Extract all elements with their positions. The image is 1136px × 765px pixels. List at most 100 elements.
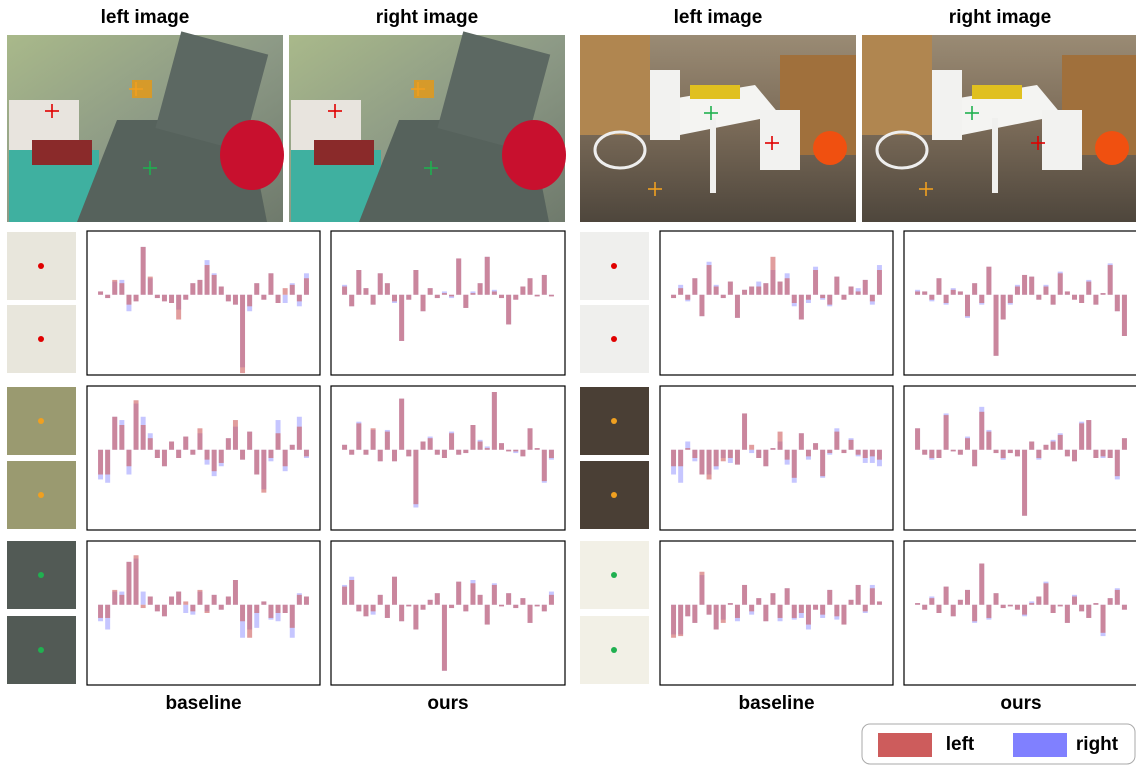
bar <box>513 294 519 300</box>
bar <box>240 294 246 374</box>
bar <box>484 256 490 295</box>
bar <box>692 449 698 458</box>
bar <box>791 604 797 618</box>
bar <box>356 604 362 612</box>
photo-part <box>359 120 549 222</box>
bar <box>491 291 497 295</box>
bar <box>449 433 455 450</box>
bar <box>734 604 740 618</box>
bar <box>993 449 999 454</box>
bar <box>685 448 691 450</box>
bar <box>218 604 224 610</box>
bar <box>140 425 146 450</box>
bar <box>449 294 455 297</box>
bar <box>499 604 504 607</box>
bar <box>190 283 196 295</box>
bar <box>105 604 111 618</box>
bar <box>972 604 978 622</box>
bar <box>965 438 970 450</box>
bar <box>820 294 826 299</box>
bar <box>713 604 719 630</box>
bar <box>119 425 125 450</box>
bar <box>534 294 540 297</box>
bar <box>392 576 397 605</box>
bar <box>463 294 469 308</box>
bar <box>685 604 691 617</box>
bar <box>1079 423 1085 450</box>
bar <box>349 580 355 605</box>
bar <box>370 428 376 450</box>
bar <box>784 278 790 295</box>
bar <box>363 449 369 455</box>
bar <box>541 604 547 612</box>
bar <box>1022 449 1028 516</box>
bar <box>98 291 104 295</box>
bar <box>349 294 355 307</box>
bar <box>169 596 175 605</box>
bar <box>734 294 740 318</box>
bar <box>791 294 797 303</box>
bar <box>827 294 833 305</box>
bar <box>420 294 426 312</box>
bar <box>950 449 956 452</box>
legend-swatch <box>878 733 932 757</box>
bar <box>986 604 992 618</box>
bar <box>685 294 691 300</box>
bar <box>784 449 790 460</box>
bar <box>126 449 132 467</box>
bar <box>876 449 882 460</box>
bar <box>456 581 462 605</box>
bar <box>197 428 203 450</box>
bar <box>506 449 512 452</box>
bar <box>232 294 238 305</box>
bar <box>986 431 992 450</box>
bar <box>929 598 935 605</box>
bar <box>915 291 921 295</box>
bar <box>247 604 253 638</box>
patch-point <box>611 336 617 342</box>
bar <box>477 594 483 605</box>
bar <box>296 594 302 605</box>
chart-frame <box>330 385 566 531</box>
bar <box>434 449 440 455</box>
bar <box>161 294 167 302</box>
bar <box>176 449 182 458</box>
bar <box>289 444 295 450</box>
bar <box>834 604 840 617</box>
legend: left right <box>861 723 1136 765</box>
bar <box>713 286 719 295</box>
bar <box>1014 286 1020 295</box>
bar <box>957 449 963 455</box>
bar <box>763 449 769 467</box>
bar <box>342 586 348 605</box>
chart-frame <box>330 230 566 376</box>
bar <box>1121 438 1127 450</box>
bar <box>1107 449 1113 458</box>
bar <box>112 279 118 295</box>
chart-frame <box>903 540 1136 686</box>
bar <box>841 604 847 625</box>
bar <box>1064 604 1070 623</box>
bar <box>1064 291 1070 295</box>
patch-point <box>611 418 617 424</box>
bar <box>756 449 762 458</box>
bar <box>1000 449 1006 458</box>
bar <box>289 604 295 628</box>
column-footer: ours <box>1000 693 1041 714</box>
patch-point <box>38 418 44 424</box>
bar <box>805 449 811 457</box>
bar <box>154 294 160 299</box>
bar <box>1107 598 1113 605</box>
bar <box>827 449 833 454</box>
bar <box>463 604 469 612</box>
bar <box>749 604 755 612</box>
bar <box>254 283 260 295</box>
photo-part <box>760 110 800 170</box>
bar <box>749 444 755 450</box>
bar <box>993 294 999 356</box>
photo-part <box>593 130 647 170</box>
bar <box>950 604 956 617</box>
bar <box>147 276 153 295</box>
column-header: left image <box>101 7 190 28</box>
